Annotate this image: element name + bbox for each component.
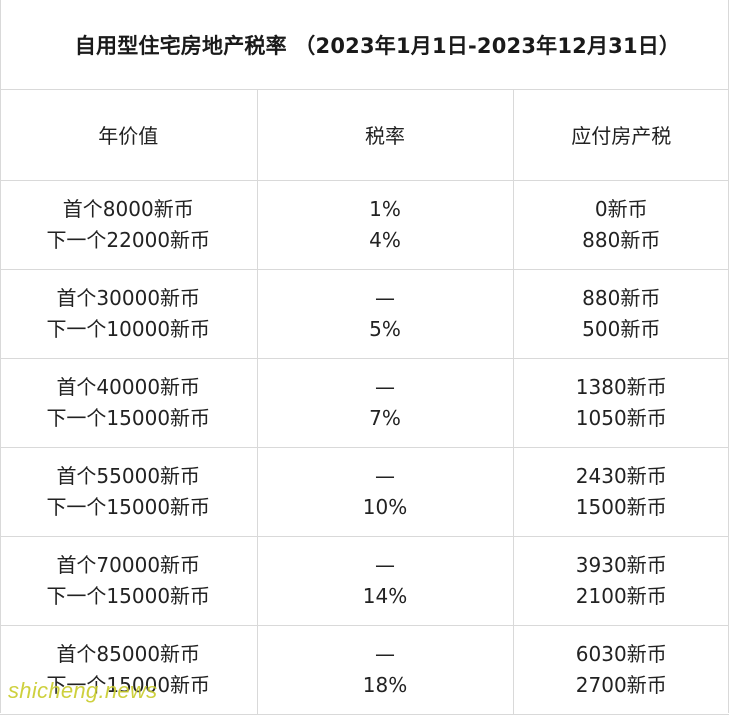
annual-value-line: 首个55000新币 bbox=[0, 461, 257, 492]
tax-rate-line: — bbox=[258, 639, 513, 670]
annual-value-cell: 首个40000新币 下一个15000新币 bbox=[0, 358, 257, 447]
tax-payable-line: 880新币 bbox=[514, 283, 729, 314]
tax-rate-line: — bbox=[258, 550, 513, 581]
tax-rate-line: 14% bbox=[258, 581, 513, 612]
annual-value-cell: 首个55000新币 下一个15000新币 bbox=[0, 447, 257, 536]
tax-payable-line: 1380新币 bbox=[514, 372, 729, 403]
header-tax-payable: 应付房产税 bbox=[513, 90, 729, 180]
tax-rate-line: 18% bbox=[258, 670, 513, 701]
annual-value-line: 下一个10000新币 bbox=[0, 314, 257, 345]
tax-payable-cell: 3930新币 2100新币 bbox=[513, 536, 729, 625]
tax-payable-line: 500新币 bbox=[514, 314, 729, 345]
header-tax-rate: 税率 bbox=[257, 90, 513, 180]
annual-value-line: 下一个22000新币 bbox=[0, 225, 257, 256]
annual-value-line: 首个85000新币 bbox=[0, 639, 257, 670]
annual-value-line: 下一个15000新币 bbox=[0, 403, 257, 434]
tax-payable-cell: 0新币 880新币 bbox=[513, 180, 729, 269]
tax-rate-line: 1% bbox=[258, 194, 513, 225]
table-row: 首个8000新币 下一个22000新币 1% 4% 0新币 880新币 bbox=[0, 180, 729, 269]
tax-rate-line: 10% bbox=[258, 492, 513, 523]
tax-payable-line: 3930新币 bbox=[514, 550, 729, 581]
annual-value-cell: 首个70000新币 下一个15000新币 bbox=[0, 536, 257, 625]
table-row: 首个70000新币 下一个15000新币 — 14% 3930新币 2100新币 bbox=[0, 536, 729, 625]
annual-value-line: 首个70000新币 bbox=[0, 550, 257, 581]
tax-rate-line: — bbox=[258, 283, 513, 314]
annual-value-line: 下一个15000新币 bbox=[0, 492, 257, 523]
tax-payable-line: 6030新币 bbox=[514, 639, 729, 670]
tax-payable-cell: 880新币 500新币 bbox=[513, 269, 729, 358]
title-row: 自用型住宅房地产税率 （2023年1月1日-2023年12月31日） bbox=[0, 0, 729, 90]
tax-payable-line: 2430新币 bbox=[514, 461, 729, 492]
table-row: 首个55000新币 下一个15000新币 — 10% 2430新币 1500新币 bbox=[0, 447, 729, 536]
tax-rate-line: — bbox=[258, 461, 513, 492]
tax-payable-line: 2700新币 bbox=[514, 670, 729, 701]
table-header-row: 年价值 税率 应付房产税 bbox=[0, 90, 729, 180]
annual-value-line: 下一个15000新币 bbox=[0, 581, 257, 612]
tax-rate-cell: — 18% bbox=[257, 625, 513, 714]
header-annual-value: 年价值 bbox=[0, 90, 257, 180]
tax-payable-line: 0新币 bbox=[514, 194, 729, 225]
tax-rate-cell: — 5% bbox=[257, 269, 513, 358]
tax-rate-cell: — 10% bbox=[257, 447, 513, 536]
tax-rate-line: 7% bbox=[258, 403, 513, 434]
tax-payable-cell: 2430新币 1500新币 bbox=[513, 447, 729, 536]
annual-value-line: 首个30000新币 bbox=[0, 283, 257, 314]
tax-payable-cell: 1380新币 1050新币 bbox=[513, 358, 729, 447]
page-title: 自用型住宅房地产税率 （2023年1月1日-2023年12月31日） bbox=[49, 30, 680, 60]
tax-payable-line: 1500新币 bbox=[514, 492, 729, 523]
tax-rate-table: 年价值 税率 应付房产税 首个8000新币 下一个22000新币 1% 4% 0… bbox=[0, 90, 729, 715]
tax-rate-cell: — 7% bbox=[257, 358, 513, 447]
table-row: 首个40000新币 下一个15000新币 — 7% 1380新币 1050新币 bbox=[0, 358, 729, 447]
tax-rate-cell: — 14% bbox=[257, 536, 513, 625]
tax-payable-cell: 6030新币 2700新币 bbox=[513, 625, 729, 714]
tax-rate-cell: 1% 4% bbox=[257, 180, 513, 269]
annual-value-line: 首个40000新币 bbox=[0, 372, 257, 403]
annual-value-line: 首个8000新币 bbox=[0, 194, 257, 225]
tax-payable-line: 1050新币 bbox=[514, 403, 729, 434]
watermark: shicheng.news bbox=[8, 678, 157, 704]
tax-rate-line: 4% bbox=[258, 225, 513, 256]
tax-rate-line: — bbox=[258, 372, 513, 403]
annual-value-cell: 首个8000新币 下一个22000新币 bbox=[0, 180, 257, 269]
tax-rate-line: 5% bbox=[258, 314, 513, 345]
annual-value-cell: 首个30000新币 下一个10000新币 bbox=[0, 269, 257, 358]
tax-payable-line: 2100新币 bbox=[514, 581, 729, 612]
table-row: 首个30000新币 下一个10000新币 — 5% 880新币 500新币 bbox=[0, 269, 729, 358]
tax-payable-line: 880新币 bbox=[514, 225, 729, 256]
